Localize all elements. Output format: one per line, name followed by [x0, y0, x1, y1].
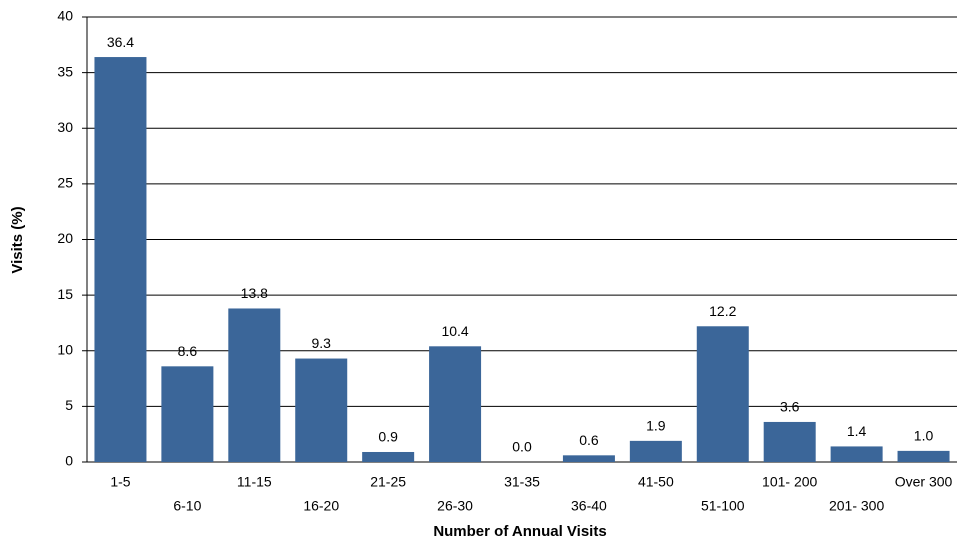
y-tick-label: 20	[57, 230, 73, 246]
bar	[562, 455, 615, 462]
x-tick-label: 1-5	[110, 474, 130, 490]
y-tick-label: 30	[57, 119, 73, 135]
bar	[429, 346, 482, 462]
data-label: 1.9	[646, 418, 666, 434]
bar	[696, 326, 749, 462]
y-tick-label: 35	[57, 63, 73, 79]
x-tick-label: 101- 200	[762, 474, 817, 490]
x-tick-label: 36-40	[571, 498, 607, 514]
bar	[629, 440, 682, 462]
bar	[94, 57, 147, 463]
bar	[830, 446, 883, 462]
x-tick-label: 6-10	[173, 498, 201, 514]
x-tick-label: 11-15	[237, 474, 272, 490]
data-label: 36.4	[107, 34, 134, 50]
x-tick-label: 51-100	[701, 498, 745, 514]
bar	[763, 421, 816, 462]
bar	[228, 308, 281, 462]
x-tick-label: 16-20	[303, 498, 339, 514]
bar	[161, 366, 214, 462]
y-tick-label: 5	[65, 397, 73, 413]
bar	[295, 358, 348, 462]
data-label: 8.6	[178, 343, 198, 359]
data-label: 0.0	[512, 439, 532, 455]
data-label: 9.3	[311, 335, 331, 351]
data-label: 13.8	[241, 285, 268, 301]
bar	[362, 451, 415, 462]
x-tick-label: Over 300	[895, 474, 953, 490]
data-label: 10.4	[441, 323, 468, 339]
y-tick-label: 25	[57, 175, 73, 191]
x-tick-label: 31-35	[504, 474, 540, 490]
x-tick-label: 41-50	[638, 474, 674, 490]
data-label: 12.2	[709, 303, 736, 319]
data-label: 0.9	[378, 429, 398, 445]
data-label: 0.6	[579, 432, 599, 448]
x-tick-label: 26-30	[437, 498, 473, 514]
y-axis-label: Visits (%)	[9, 206, 26, 273]
x-tick-label: 201- 300	[829, 498, 884, 514]
y-tick-label: 15	[57, 286, 73, 302]
y-tick-label: 40	[57, 8, 73, 24]
x-axis-label: Number of Annual Visits	[433, 523, 606, 540]
bar	[897, 450, 950, 462]
x-tick-label: 21-25	[370, 474, 406, 490]
data-label: 1.0	[914, 428, 934, 444]
data-label: 3.6	[780, 399, 800, 415]
y-tick-label: 10	[57, 341, 73, 357]
y-tick-label: 0	[65, 453, 73, 469]
data-label: 1.4	[847, 423, 867, 439]
